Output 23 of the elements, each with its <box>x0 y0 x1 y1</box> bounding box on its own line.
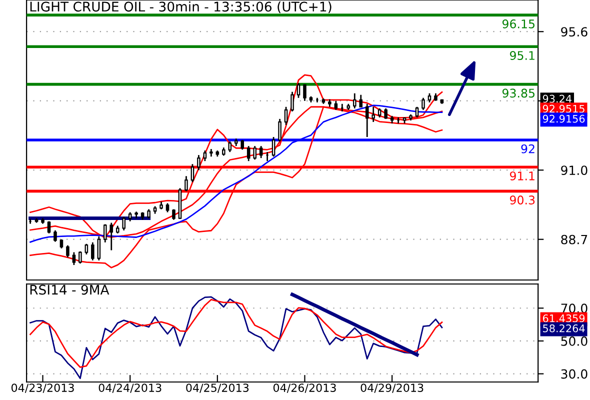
y-tick-label: 91.0 <box>561 166 588 176</box>
x-tick-label: 04/23/2013 <box>11 384 74 393</box>
x-tick-label: 04/29/2013 <box>360 384 424 393</box>
y-tick-label: 95.6 <box>561 27 588 37</box>
x-tick-label: 04/24/2013 <box>98 384 162 393</box>
ref-line-label: 95.1 <box>510 51 534 60</box>
ref-line-label: 96.15 <box>502 19 534 28</box>
y-tick-label: 30.0 <box>561 369 588 379</box>
ref-line-label: 91.1 <box>510 171 534 180</box>
x-tick-label: 04/25/2013 <box>186 384 249 393</box>
y-tick-label: 88.7 <box>561 234 588 244</box>
text: 92.9515 <box>542 104 584 113</box>
text: 61.4359 <box>542 314 585 322</box>
ref-line-label: 92 <box>521 144 534 154</box>
text: 92.9156 <box>542 114 585 123</box>
x-tick-label: 04/26/2013 <box>273 384 336 393</box>
y-tick-label: 50.0 <box>561 336 588 346</box>
ref-line-label: 90.3 <box>510 196 535 204</box>
ref-line-label: 93.85 <box>502 88 534 98</box>
text: 58.2264 <box>543 324 585 332</box>
chart-title: RSI14 - 9MA <box>30 284 110 295</box>
chart-title: LIGHT CRUDE OIL - 30min - 13:35:06 (UTC+1) <box>30 1 332 14</box>
text: 93.24 <box>542 94 572 103</box>
